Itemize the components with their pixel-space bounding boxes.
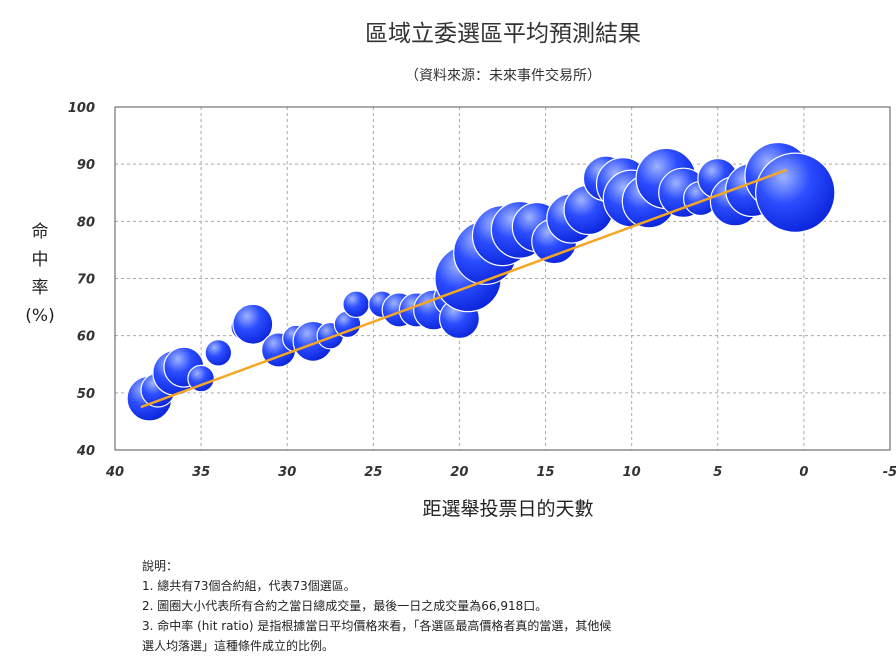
x-tick-label: 15 <box>537 465 555 480</box>
bubble-point <box>531 218 578 265</box>
bubble-point <box>282 324 310 353</box>
bubble-point <box>725 162 780 218</box>
plot-frame <box>114 106 891 451</box>
y-tick-label: 90 <box>77 158 95 173</box>
bubble-point <box>582 155 629 202</box>
x-tick-label: 0 <box>799 465 808 480</box>
chart-title: 區域立委選區平均預測結果 <box>365 21 641 47</box>
bubble-point <box>453 220 518 285</box>
bubble-point <box>398 292 434 328</box>
bubble-point <box>126 375 173 422</box>
bubble-point <box>658 167 709 218</box>
bubble-point <box>292 320 334 362</box>
y-tick-label: 60 <box>77 330 95 345</box>
bubble-point <box>333 310 362 339</box>
chart-subtitle: （資料來源：未來事件交易所） <box>405 68 601 84</box>
y-tick-label: 40 <box>76 444 95 459</box>
bubble-point <box>163 346 205 388</box>
bubble-point <box>595 157 651 212</box>
bubble-point <box>413 289 455 331</box>
x-tick-label: -5 <box>883 465 896 480</box>
x-tick-label: 10 <box>623 465 641 480</box>
grid <box>115 107 890 450</box>
x-axis-label: 距選舉投票日的天數 <box>422 498 594 520</box>
bubble-point <box>511 201 563 253</box>
bubble-point <box>434 244 502 313</box>
bubble-point <box>204 339 233 367</box>
y-axis-label-line: 中 <box>31 250 49 270</box>
bubble-point <box>755 152 836 233</box>
bubble-point <box>342 290 370 319</box>
y-tick-label: 70 <box>77 273 95 288</box>
y-axis-label-line: (%) <box>25 306 55 326</box>
note-line-4: 選人均落選」這種條件成立的比例。 <box>142 639 335 653</box>
y-axis-label-line: 命 <box>31 222 49 242</box>
bubble-point <box>368 290 396 319</box>
bubble-point <box>471 205 534 267</box>
note-line-1: 1. 總共有73個合約組，代表73個選區。 <box>142 579 356 593</box>
y-axis-label-line: 率 <box>31 278 49 298</box>
x-tick-label: 25 <box>364 465 382 480</box>
x-tick-label: 5 <box>713 465 722 480</box>
trend-line <box>140 168 788 409</box>
bubble-point <box>316 321 345 350</box>
bubble-point <box>602 169 661 228</box>
bubble-point <box>744 141 812 210</box>
x-tick-label: 35 <box>192 465 210 480</box>
bubble-point <box>546 193 597 244</box>
bubble-point <box>140 372 176 408</box>
x-tick-labels: 40 35 30 25 20 15 10 5 0 -5 <box>105 465 896 480</box>
bubble-point <box>490 200 549 259</box>
bubbles <box>126 141 836 422</box>
bubble-point <box>635 147 697 210</box>
bubble-point <box>232 303 274 345</box>
note-line-3: 3. 命中率 (hit ratio) 是指根據當日平均價格來看，「各選區最高價格… <box>142 619 612 633</box>
bubble-point <box>709 176 761 227</box>
y-tick-label: 100 <box>68 101 95 116</box>
y-axis-label: 命中率 (%) <box>20 218 60 330</box>
bubble-point <box>621 174 677 229</box>
bubble-point <box>152 349 199 396</box>
x-tick-label: 40 <box>105 465 124 480</box>
bubble-point <box>682 180 719 217</box>
notes-section: 說明： 1. 總共有73個合約組，代表73個選區。 2. 圖圈大小代表所有合約之… <box>142 556 882 656</box>
y-tick-label: 80 <box>77 215 95 230</box>
y-tick-label: 50 <box>77 387 95 402</box>
bubble-point <box>433 280 469 317</box>
bubble-point <box>438 297 480 340</box>
bubble-point <box>563 184 614 236</box>
bubble-point <box>261 332 297 368</box>
x-tick-label: 30 <box>278 465 296 480</box>
bubble-point <box>187 364 215 393</box>
bubble-point <box>381 292 417 328</box>
note-line-2: 2. 圖圈大小代表所有合約之當日總成交量，最後一日之成交量為66,918口。 <box>142 599 548 613</box>
y-tick-labels: 40 50 60 70 80 90 100 <box>68 101 95 459</box>
notes-heading: 說明： <box>142 559 179 573</box>
bubble-point <box>697 157 739 199</box>
bubble-point <box>230 313 258 341</box>
trendline <box>140 168 788 409</box>
x-tick-label: 20 <box>450 465 468 480</box>
